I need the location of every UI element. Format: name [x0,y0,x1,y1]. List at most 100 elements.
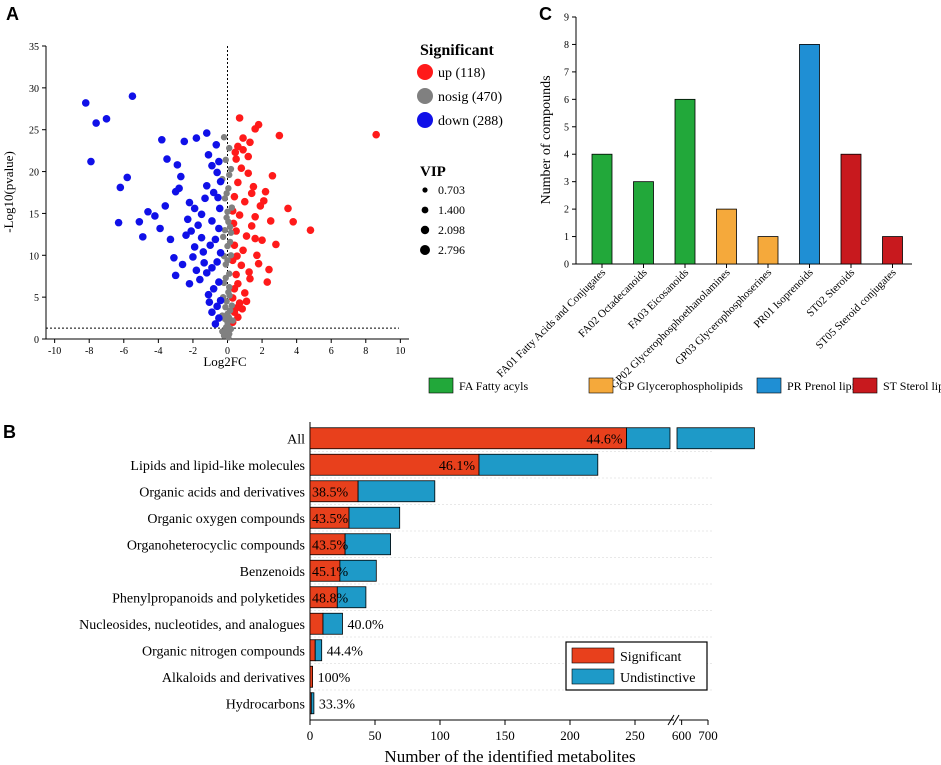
volcano-point-down [128,92,137,101]
percent-label: 33.3% [319,697,356,712]
bar-significant [309,427,627,450]
volcano-point-nosig [226,223,234,231]
metabolite-x-tick-label: 0 [307,728,314,743]
compound-bar-chart: C 0 1 2 3 4 5 6 7 8 9 FA01 Fatty Acids and Conjug… [428,4,941,394]
volcano-point-down [215,224,223,233]
metabolite-category-label: Hydrocarbons [226,697,305,712]
volcano-point-down [214,193,222,202]
bar-undistinctive-continued [676,427,755,450]
volcano-point-nosig [224,319,231,326]
volcano-point-nosig [221,226,229,234]
volcano-point-up [261,187,270,196]
legend-label: up (118) [438,66,486,81]
legend-label-undistinctive: Undistinctive [620,671,695,686]
compound-bar [716,208,737,265]
volcano-point-up [239,246,247,255]
vip-size-marker [420,245,430,255]
volcano-point-up [235,211,244,219]
compound-ticks: 0 1 2 3 4 5 6 7 8 9 [564,13,893,271]
compound-y-tick-label: 0 [564,260,569,271]
volcano-point-down [116,183,125,192]
metabolite-category-labels: All Lipids and lipid-like molecules Organi… [79,432,305,712]
volcano-y-tick-label: 0 [34,335,39,346]
metabolite-category-label: Organic acids and derivatives [139,485,305,500]
panel-label-a: A [6,4,19,24]
volcano-point-nosig [223,190,230,197]
volcano-point-down [216,248,225,257]
volcano-y-tick-label: 5 [34,293,39,304]
vip-size-marker [422,187,428,193]
compound-y-tick-label: 9 [564,13,569,24]
volcano-point-nosig [226,171,233,179]
volcano-point-nosig [219,233,227,241]
percent-label: 100% [318,671,351,686]
bar-undistinctive [478,453,599,476]
volcano-point-down [92,119,100,127]
volcano-point-up [238,305,246,313]
volcano-point-up [251,234,259,243]
legend-label: nosig (470) [438,90,503,105]
volcano-point-down [166,235,175,244]
volcano-point-down [183,215,192,224]
volcano-legend: up (118) nosig (470) down (288) [417,64,503,129]
volcano-point-down [209,284,218,293]
volcano-point-up [372,130,380,139]
bar-significant [309,612,324,635]
volcano-y-tick-label: 35 [29,42,39,53]
volcano-x-tick-label: 8 [363,346,368,357]
vip-size-marker [421,206,429,214]
compound-bar [799,44,820,265]
metabolite-category-label: All [287,432,305,447]
volcano-point-nosig [228,302,236,309]
volcano-point-up [247,222,256,230]
vip-legend-title: VIP [420,164,446,180]
volcano-point-down [180,137,189,146]
volcano-point-down [173,161,182,169]
volcano-point-down [192,134,201,142]
metabolite-x-tick-label: 150 [495,728,515,743]
percent-label: 44.4% [327,644,364,659]
volcano-point-down [208,264,216,272]
volcano-point-down [139,233,147,241]
volcano-point-down [177,172,185,181]
volcano-point-up [246,274,254,283]
compound-y-tick-label: 6 [564,95,569,106]
volcano-point-down [216,296,225,305]
legend-label-significant: Significant [620,650,682,665]
volcano-point-down [199,248,208,256]
volcano-point-down [213,258,221,266]
volcano-point-down [178,260,187,269]
volcano-point-nosig [228,204,236,211]
percent-label: 48.8% [312,591,349,606]
volcano-point-nosig [225,185,232,192]
bar-significant [309,639,316,662]
axis-break-icon [667,714,680,726]
volcano-point-down [206,241,215,250]
compound-legend-swatch [756,377,782,394]
volcano-point-down [215,204,224,213]
volcano-point-up [246,138,254,147]
percent-label: 40.0% [348,618,385,633]
volcano-point-up [232,227,240,235]
volcano-point-down [170,253,178,262]
percent-label: 43.5% [312,512,349,527]
volcano-x-tick-label: 4 [294,346,299,357]
volcano-point-up [253,251,261,260]
metabolite-legend: Significant Undistinctive [565,641,708,691]
volcano-point-up [265,265,273,274]
volcano-point-up [266,217,275,225]
volcano-point-down [190,204,199,213]
volcano-point-nosig [222,274,229,282]
volcano-point-down [211,235,220,244]
volcano-point-down [204,290,213,299]
volcano-point-down [161,202,170,210]
volcano-point-nosig [227,252,235,259]
volcano-point-down [192,266,201,275]
volcano-point-down [212,140,221,149]
compound-y-tick-label: 5 [564,122,569,133]
volcano-y-tick-label: 15 [29,209,39,220]
volcano-point-down [123,173,132,182]
compound-bar [882,236,903,265]
volcano-x-tick-label: 10 [395,346,405,357]
volcano-point-down [185,198,194,207]
